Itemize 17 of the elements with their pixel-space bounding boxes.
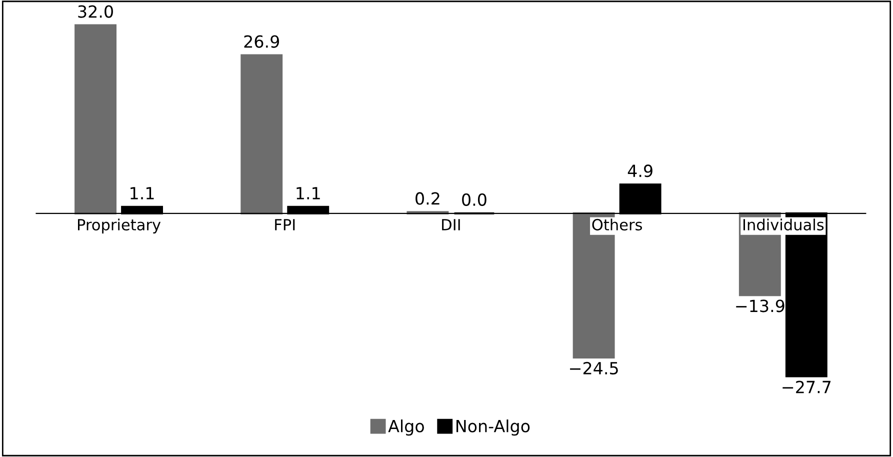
data-label: 32.0 <box>78 5 113 18</box>
data-label: 1.1 <box>296 187 320 200</box>
data-label: 0.2 <box>416 192 440 205</box>
data-label: −13.9 <box>736 300 784 312</box>
x-tick-label: Others <box>592 218 642 230</box>
data-label: 1.1 <box>130 187 154 200</box>
legend-label: Non-Algo <box>456 419 530 436</box>
data-label: −27.7 <box>782 380 831 394</box>
legend-label: Algo <box>388 419 424 436</box>
x-tick-label: Proprietary <box>78 218 161 234</box>
x-tick-label: FPI <box>275 219 295 230</box>
data-label: 0.0 <box>462 193 486 206</box>
data-label: 4.9 <box>628 164 652 178</box>
x-tick-label: Individuals <box>743 218 824 230</box>
data-label: −24.5 <box>570 362 618 375</box>
data-label: 26.9 <box>244 35 279 48</box>
x-tick-label: DII <box>442 219 460 230</box>
